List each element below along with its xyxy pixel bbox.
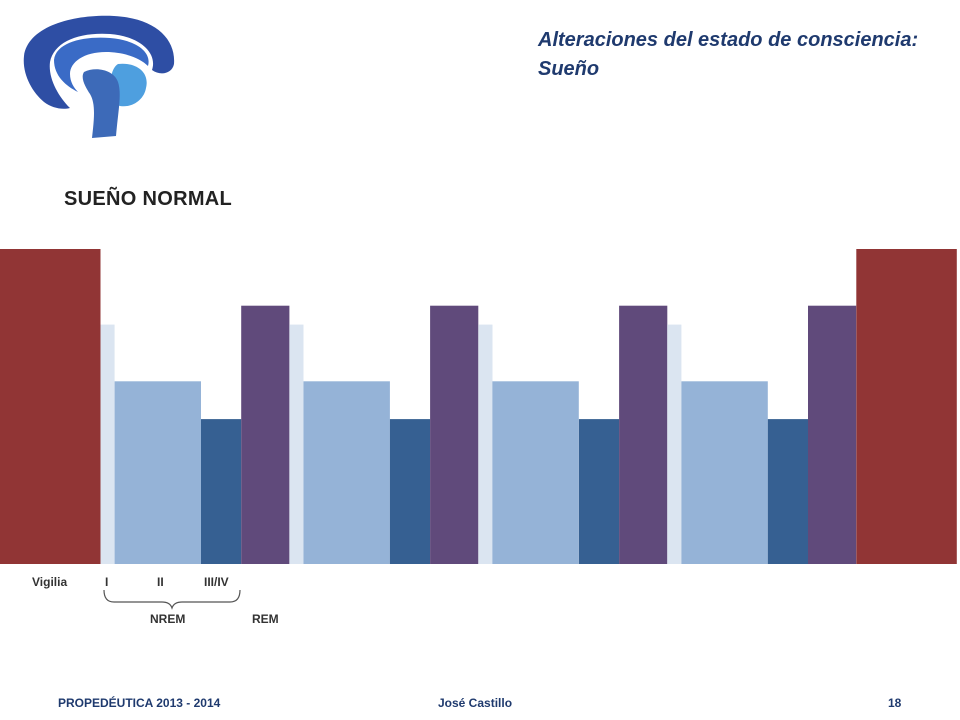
bar-rem-16 xyxy=(808,305,857,564)
slide-title-line1: Alteraciones del estado de consciencia: xyxy=(538,29,919,51)
bar-rem-8 xyxy=(430,305,479,564)
bar-stage34-15 xyxy=(767,419,808,564)
section-heading: SUEÑO NORMAL xyxy=(64,188,233,210)
brain-logo-icon xyxy=(23,15,175,138)
label-stage-3-4: III/IV xyxy=(204,575,229,589)
bar-stage2-6 xyxy=(303,381,390,564)
bar-stage34-3 xyxy=(201,419,242,564)
bar-stage1-5 xyxy=(289,324,304,564)
slide-title: Alteraciones del estado de consciencia: … xyxy=(538,26,938,84)
footer-page-number: 18 xyxy=(888,696,902,710)
label-rem: REM xyxy=(252,612,279,626)
bar-stage34-7 xyxy=(389,419,431,564)
hypnogram-chart xyxy=(0,249,957,564)
label-stage-2: II xyxy=(157,575,164,589)
bar-rem-4 xyxy=(241,305,290,564)
bar-stage2-14 xyxy=(681,381,768,564)
bar-stage1-9 xyxy=(478,324,493,564)
bar-stage1-13 xyxy=(667,324,682,564)
brain-outer-arc xyxy=(23,15,175,109)
nrem-brace xyxy=(103,589,241,610)
brain-inner-arc xyxy=(54,37,149,92)
brain-stem xyxy=(82,69,120,138)
bar-vigilia-17 xyxy=(856,249,957,564)
label-stage-1: I xyxy=(105,575,109,589)
bar-stage2-10 xyxy=(492,381,579,564)
bar-stage34-11 xyxy=(578,419,620,564)
bar-stage2-2 xyxy=(114,381,201,564)
label-vigilia: Vigilia xyxy=(32,575,68,589)
bar-stage1-1 xyxy=(100,324,115,564)
footer-author: José Castillo xyxy=(438,696,513,710)
bar-vigilia-0 xyxy=(0,249,101,564)
bar-rem-12 xyxy=(619,305,668,564)
label-nrem: NREM xyxy=(150,612,186,626)
footer-course: PROPEDÉUTICA 2013 - 2014 xyxy=(58,696,221,710)
slide-title-line2: Sueño xyxy=(538,58,600,80)
